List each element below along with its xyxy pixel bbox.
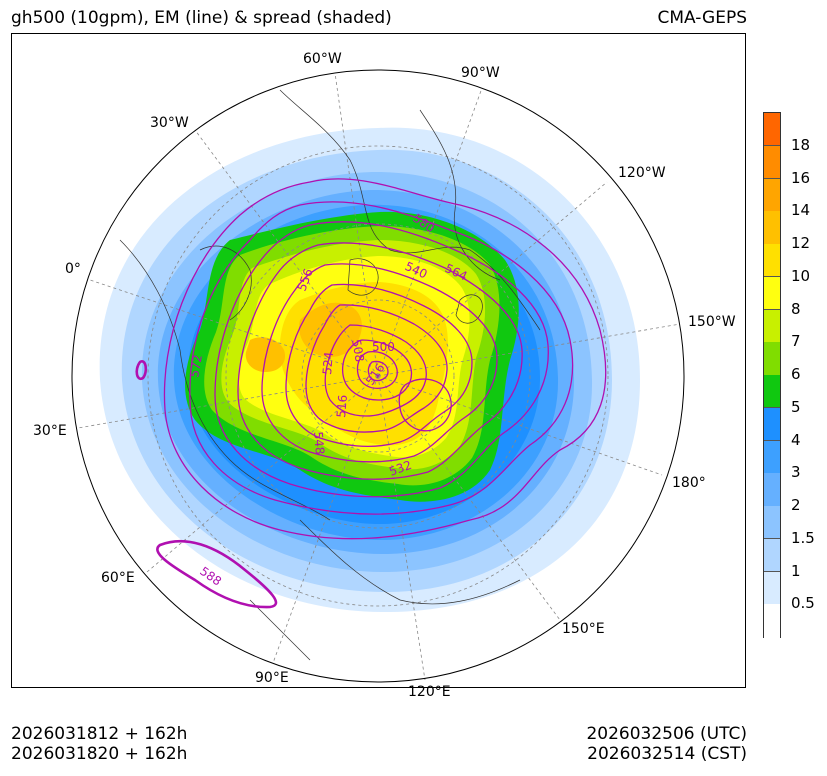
colorbar-segment (764, 506, 780, 540)
contour-540 (285, 283, 473, 448)
colorbar-label: 7 (791, 332, 801, 351)
colorbar-label: 16 (791, 168, 811, 187)
lon-label: 30°E (33, 423, 67, 439)
contour-532 (305, 304, 448, 433)
contour-label: 548 (311, 431, 327, 455)
colorbar-label: 0.5 (791, 594, 815, 613)
contour-556 (237, 242, 523, 480)
contour-label: 508 (349, 338, 367, 363)
colorbar-label: 18 (791, 135, 811, 154)
lon-label: 30°W (150, 115, 189, 131)
lon-label: 60°W (303, 51, 342, 67)
graticule (77, 72, 681, 681)
lon-label: 120°E (408, 684, 451, 700)
valid-time-utc: 2026032506 (UTC) (586, 724, 747, 744)
contour-588b (135, 359, 148, 381)
colorbar-segment (764, 178, 780, 212)
colorbar-label: 3 (791, 463, 801, 482)
colorbar (763, 112, 781, 638)
contour-588 (156, 539, 278, 609)
colorbar-label: 10 (791, 266, 811, 285)
map-boundary (71, 69, 685, 683)
spread-12b (245, 337, 286, 372)
contour-516 (341, 339, 413, 401)
colorbar-label: 12 (791, 234, 811, 252)
colorbar-segment (764, 571, 780, 605)
colorbar-segment (764, 276, 780, 310)
contour-508 (356, 350, 398, 390)
lon-label: 90°W (461, 65, 500, 81)
colorbar-segment (764, 440, 780, 474)
map-frame (11, 33, 746, 688)
longitude-labels: 60°W 90°W 30°W 120°W 0° 150°W 30°E 180° … (33, 51, 736, 700)
contour-label: 500 (372, 340, 395, 354)
colorbar-segment (764, 211, 780, 245)
colorbar-segment (764, 342, 780, 376)
contour-lines (135, 178, 607, 609)
colorbar-label: 1 (791, 561, 801, 580)
lon-label: 0° (65, 261, 81, 277)
colorbar-segment (764, 407, 780, 441)
colorbar-label: 1.5 (791, 528, 815, 547)
colorbar-label: 5 (791, 397, 801, 416)
model-name: CMA-GEPS (657, 8, 747, 28)
colorbar-label: 8 (791, 299, 801, 318)
lon-label: 180° (672, 475, 706, 491)
contour-524 (324, 324, 427, 417)
colorbar-segment (764, 145, 780, 179)
colorbar-label: 2 (791, 496, 801, 514)
init-time-utc: 2026031812 + 162h (11, 724, 188, 744)
valid-time-cst: 2026032514 (CST) (587, 744, 747, 764)
lon-label: 120°W (618, 165, 666, 181)
contour-label: 572 (187, 354, 205, 379)
contour-500 (367, 360, 389, 382)
lon-label: 60°E (101, 570, 135, 586)
colorbar-label: 4 (791, 430, 801, 449)
colorbar-segment (764, 473, 780, 507)
lon-label: 150°E (562, 621, 605, 637)
contour-548 (261, 263, 498, 463)
contour-label: 524 (320, 351, 336, 375)
contour-label-group: 580 564 540 556 508 500 572 524 516 516 … (187, 211, 469, 589)
colorbar-segment (764, 113, 780, 147)
contour-564 (214, 221, 549, 498)
lon-label: 150°W (688, 314, 736, 330)
chart-title: gh500 (10gpm), EM (line) & spread (shade… (11, 8, 392, 28)
colorbar-label: 6 (791, 365, 801, 383)
init-time-cst: 2026031820 + 162h (11, 744, 188, 764)
colorbar-segment (764, 538, 780, 572)
contour-580 (163, 178, 607, 540)
colorbar-segment (764, 604, 780, 638)
lon-label: 90°E (255, 670, 289, 686)
contour-label: 516 (334, 394, 350, 418)
colorbar-segment (764, 309, 780, 343)
contour-572 (189, 201, 574, 515)
colorbar-label: 14 (791, 201, 811, 220)
colorbar-segment (764, 375, 780, 409)
colorbar-segment (764, 244, 780, 278)
contour-low-e (398, 378, 452, 432)
